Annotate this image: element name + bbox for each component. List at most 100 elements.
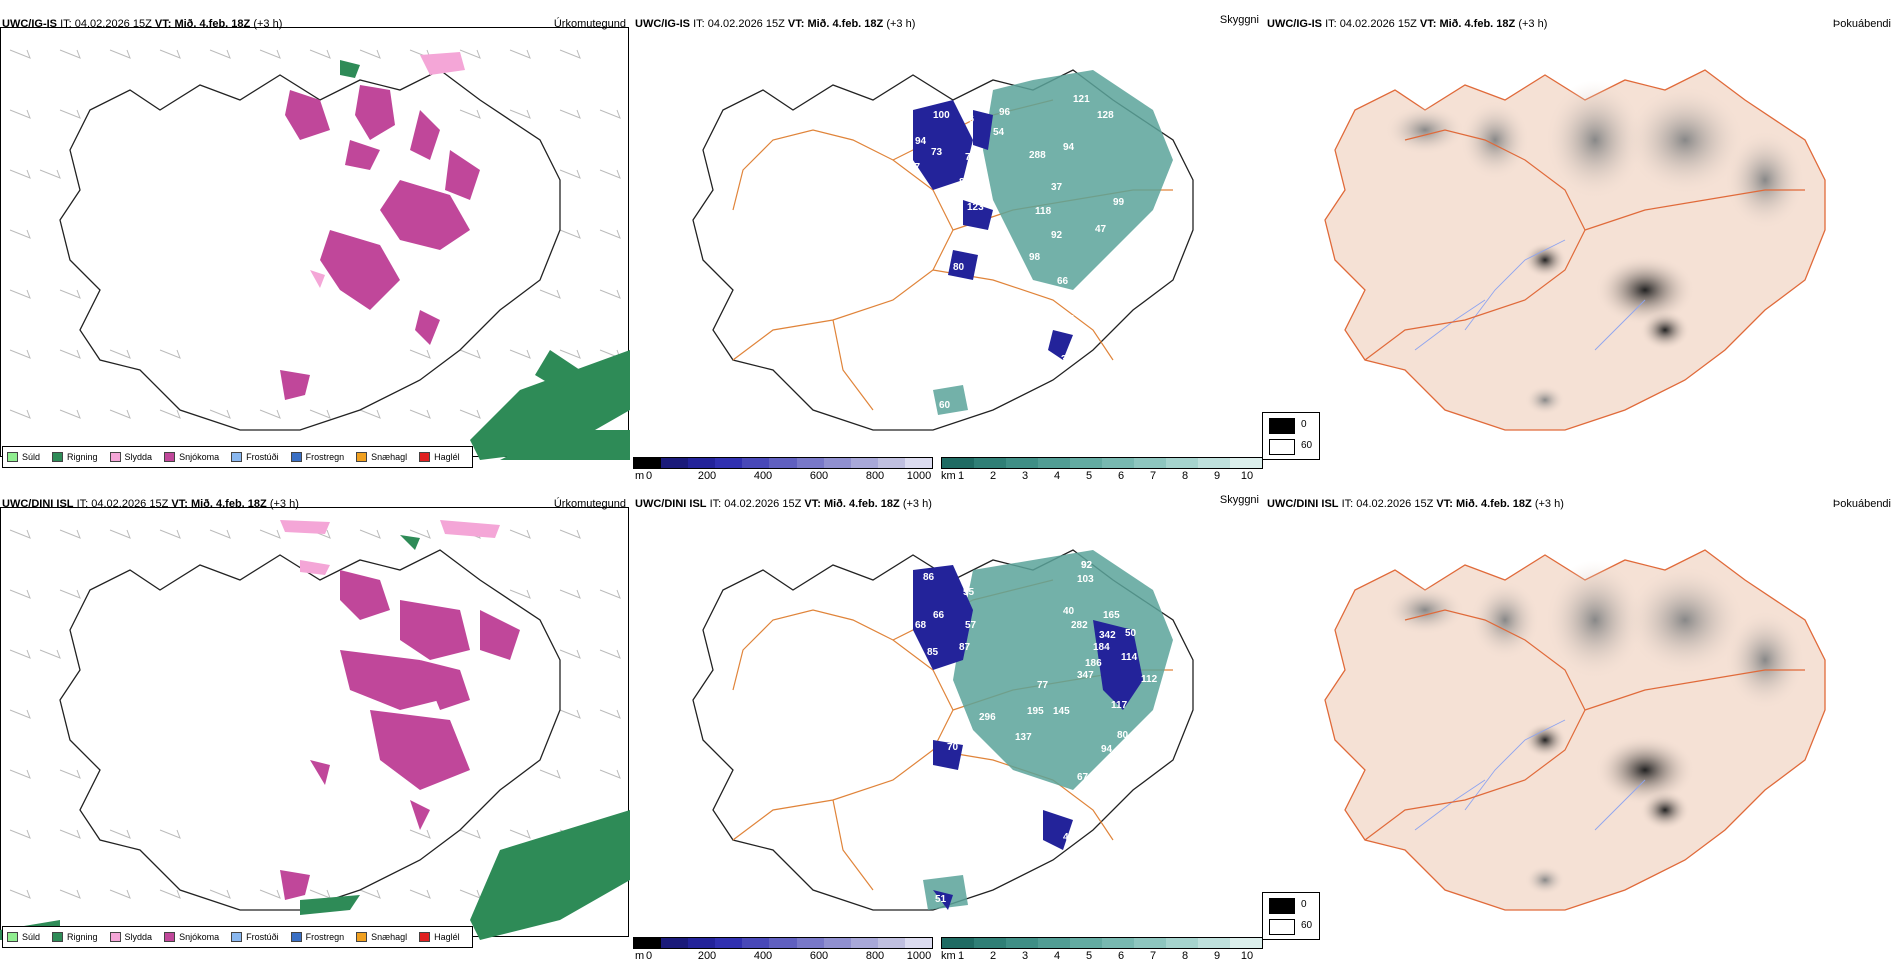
ceiling-label: 342 xyxy=(1099,630,1116,641)
ceiling-label: 96 xyxy=(999,107,1011,118)
ceiling-bin xyxy=(769,458,797,468)
lead-time: (+3 h) xyxy=(1518,18,1548,30)
snow-areas xyxy=(280,85,480,400)
legend-item-snow-pellets: Snæhagl xyxy=(356,932,407,942)
ceiling-bin xyxy=(742,938,770,948)
ceiling-label: 38 xyxy=(1061,354,1073,365)
ceiling-label: 92 xyxy=(1081,560,1093,571)
iceland-outline xyxy=(59,549,561,911)
tick: 5 xyxy=(1085,950,1093,962)
tick: 10 xyxy=(1240,950,1254,962)
ceiling-label: 288 xyxy=(1029,150,1046,161)
ceiling-label: 70 xyxy=(947,742,959,753)
vis-bin xyxy=(1230,458,1262,468)
ceiling-label: 186 xyxy=(1085,658,1102,669)
model-name: UWC/IG-IS xyxy=(635,18,690,30)
ceiling-label: 40 xyxy=(1063,832,1075,843)
swatch xyxy=(231,932,243,942)
tick: 0 xyxy=(645,950,653,962)
ceiling-bin xyxy=(850,938,878,948)
legend-item-drizzle: Súld xyxy=(7,452,40,462)
tick: 6 xyxy=(1117,470,1125,482)
ceiling-label: 117 xyxy=(1111,700,1128,711)
legend-label: Rigning xyxy=(67,452,98,462)
ceiling-label: 94 xyxy=(1063,142,1075,153)
fog-map-top xyxy=(1324,69,1826,431)
panel-header: UWC/IG-IS IT: 04.02.2026 15Z VT: Mið. 4.… xyxy=(1267,15,1893,33)
legend-item-freezing-drizzle: Frostúði xyxy=(231,452,279,462)
vt-value: Mið. 4.feb. 18Z xyxy=(174,18,251,30)
field-name: Úrkomutegund xyxy=(553,18,626,30)
ceiling-bin xyxy=(661,458,689,468)
ceiling-label: 128 xyxy=(1139,730,1156,741)
vis-bin xyxy=(942,938,974,948)
swatch xyxy=(419,932,431,942)
ceiling-label: 77 xyxy=(1037,680,1049,691)
legend-item-snow: Snjókoma xyxy=(164,452,219,462)
ceiling-value-labels: 100 94 73 67 80 7 89 123 133 70 76 54 96… xyxy=(909,94,1182,411)
it-value: 04.02.2026 15Z xyxy=(1339,18,1417,30)
ceiling-bin xyxy=(661,938,689,948)
field-name: Þokuábendi xyxy=(1832,18,1891,30)
legend-item-hail: Haglél xyxy=(419,932,460,942)
tick: 800 xyxy=(865,470,885,482)
panel-header: UWC/DINI ISL IT: 04.02.2026 15Z VT: Mið.… xyxy=(2,495,628,513)
tick: 5 xyxy=(1085,470,1093,482)
rain-areas xyxy=(0,535,630,940)
model-name: UWC/IG-IS xyxy=(2,18,57,30)
legend-item-drizzle: Súld xyxy=(7,932,40,942)
tick: 1 xyxy=(957,470,965,482)
ceiling-bin xyxy=(850,458,878,468)
vis-bin xyxy=(1006,458,1038,468)
ceiling-label: 165 xyxy=(1103,610,1120,621)
ceiling-bin xyxy=(634,458,662,468)
ceiling-bin xyxy=(823,938,851,948)
ceiling-bin xyxy=(742,458,770,468)
legend-item-freezing-rain: Frostregn xyxy=(290,452,344,462)
field-name: Úrkomutegund xyxy=(553,498,626,510)
swatch xyxy=(290,452,302,462)
swatch xyxy=(164,932,176,942)
vt-value: Mið. 4.feb. 18Z xyxy=(190,498,267,510)
tick: 3 xyxy=(1021,470,1029,482)
swatch xyxy=(52,452,64,462)
ceiling-label: 66 xyxy=(1057,276,1069,287)
vis-bin xyxy=(1102,458,1134,468)
ceiling-label: 184 xyxy=(1093,642,1110,653)
ceiling-label: 121 xyxy=(1073,94,1090,105)
ceiling-label: 92 xyxy=(1081,560,1093,571)
legend-item-freezing-rain: Frostregn xyxy=(290,932,344,942)
ceiling-bin xyxy=(796,938,824,948)
panel-header: UWC/DINI ISL IT: 04.02.2026 15Z VT: Mið.… xyxy=(635,494,1261,513)
tick: 7 xyxy=(1149,950,1157,962)
fog-shading xyxy=(1385,80,1805,415)
vis-bin xyxy=(1230,938,1262,948)
lead-time: (+3 h) xyxy=(1534,498,1564,510)
it-label: IT: xyxy=(76,498,89,510)
ceiling-label: 100 xyxy=(933,110,950,121)
visibility-colorbar xyxy=(941,457,1263,469)
it-label: IT: xyxy=(1341,498,1354,510)
tick: 600 xyxy=(809,470,829,482)
visibility-areas xyxy=(923,550,1173,910)
lead-time: (+3 h) xyxy=(253,18,283,30)
legend-item-hail: Haglél xyxy=(419,452,460,462)
ceiling-label: 47 xyxy=(1095,224,1107,235)
legend-label: Súld xyxy=(22,932,41,942)
legend-label: Frostúði xyxy=(246,932,279,942)
ceiling-label: 85 xyxy=(927,647,939,658)
swatch xyxy=(419,452,431,462)
vt-value: Mið. 4.feb. 18Z xyxy=(1439,18,1516,30)
panel-header: UWC/DINI ISL IT: 04.02.2026 15Z VT: Mið.… xyxy=(1267,495,1893,513)
ceiling-label: 42 xyxy=(1139,267,1151,278)
rain-areas xyxy=(340,60,630,460)
ceiling-label: 105 xyxy=(1153,227,1170,238)
ceiling-bin xyxy=(877,458,905,468)
ceiling-label: 51 xyxy=(935,894,947,905)
precip-map-bottom xyxy=(0,520,630,940)
ceiling-bin xyxy=(904,458,933,468)
ceiling-label: 145 xyxy=(1053,706,1070,717)
lead-time: (+3 h) xyxy=(902,498,932,510)
swatch xyxy=(164,452,176,462)
ceiling-label: 99 xyxy=(1113,197,1125,208)
